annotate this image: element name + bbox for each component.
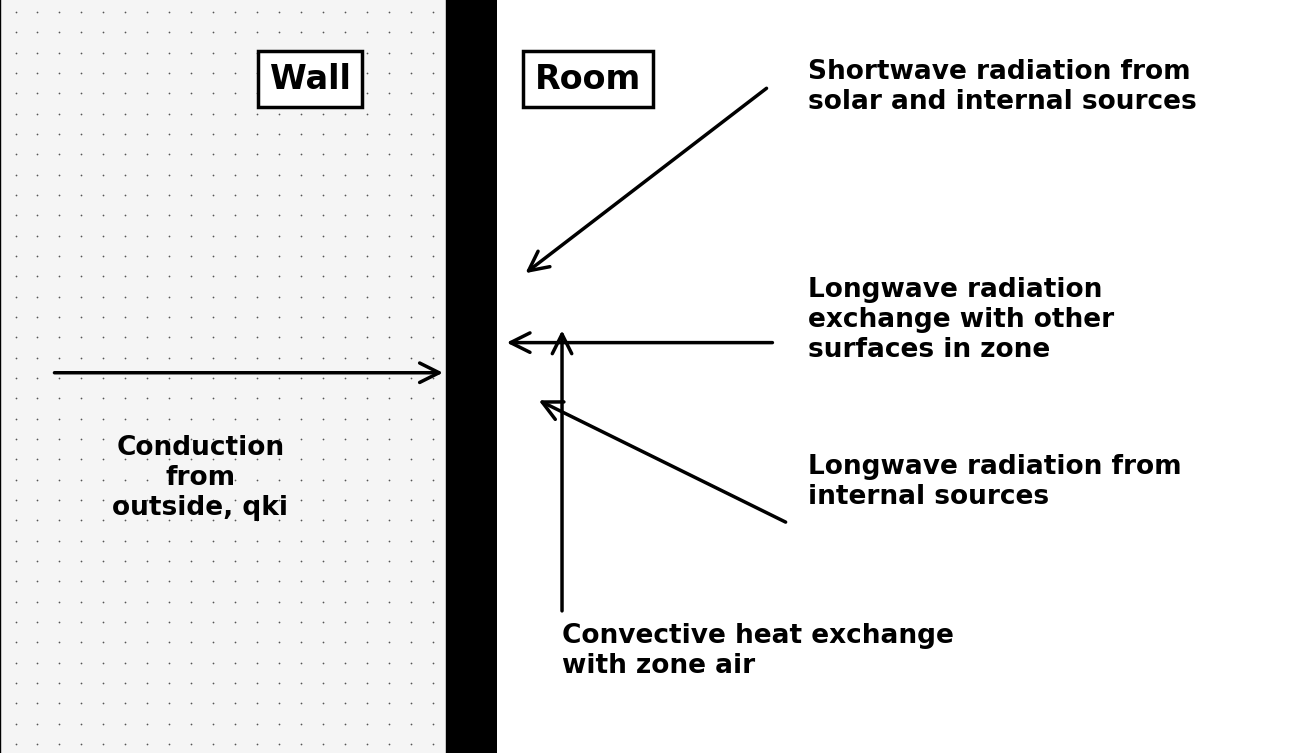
Bar bbox=[0, 0, 446, 753]
Text: Room: Room bbox=[535, 62, 641, 96]
Text: Longwave radiation
exchange with other
surfaces in zone: Longwave radiation exchange with other s… bbox=[808, 277, 1114, 363]
Text: Wall: Wall bbox=[270, 62, 350, 96]
Text: Longwave radiation from
internal sources: Longwave radiation from internal sources bbox=[808, 454, 1181, 510]
Text: Convective heat exchange
with zone air: Convective heat exchange with zone air bbox=[562, 623, 953, 679]
Text: Shortwave radiation from
solar and internal sources: Shortwave radiation from solar and inter… bbox=[808, 59, 1196, 114]
Bar bbox=[446, 0, 497, 753]
Text: Conduction
from
outside, qki: Conduction from outside, qki bbox=[112, 435, 288, 521]
